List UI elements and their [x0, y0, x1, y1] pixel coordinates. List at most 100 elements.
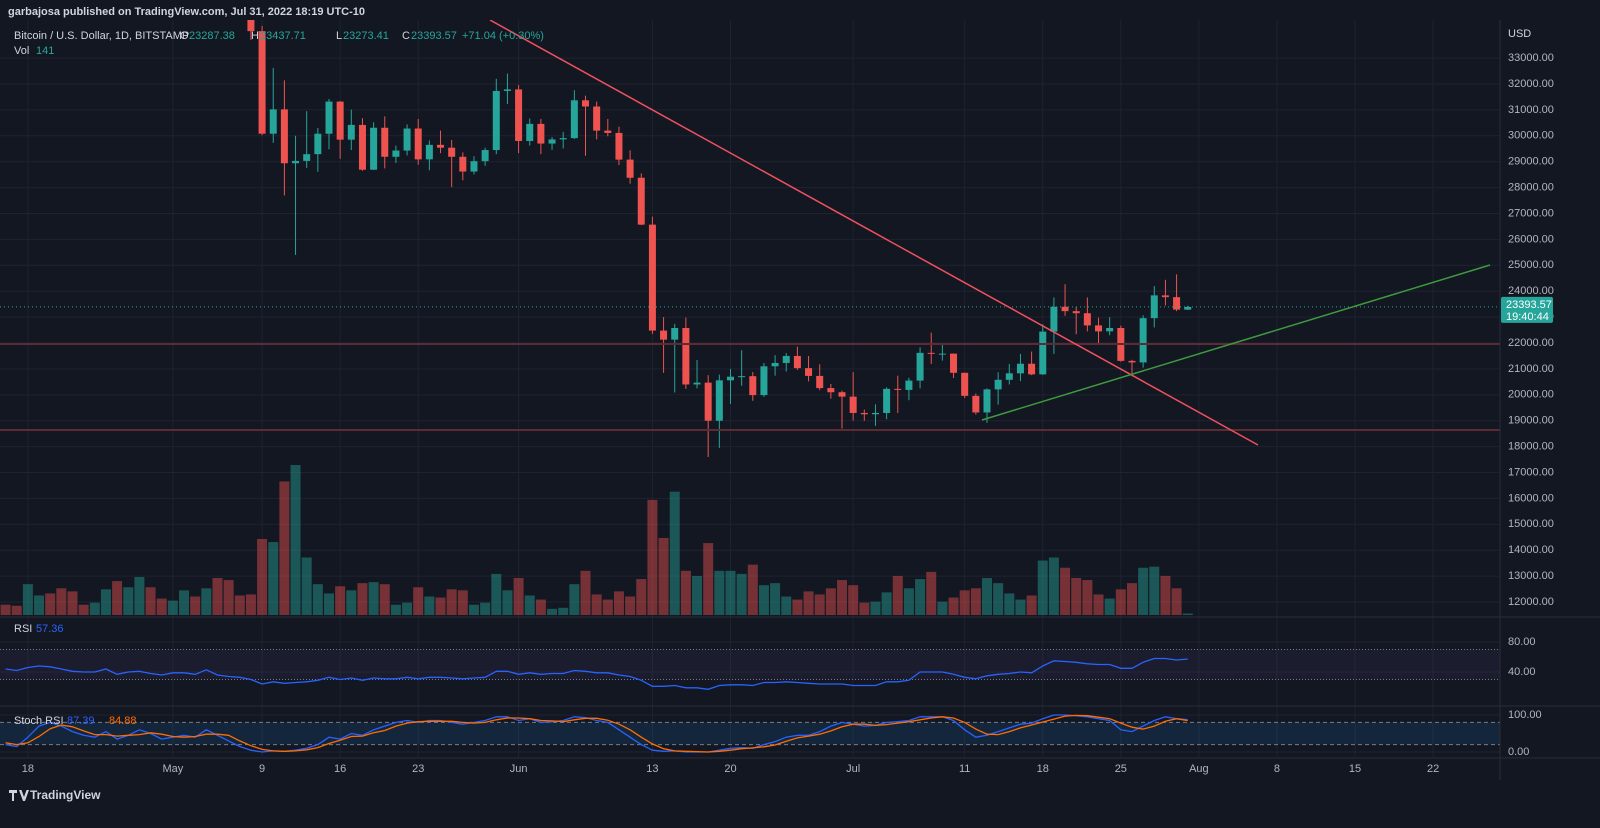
price-label: 23393.57: [1506, 299, 1552, 311]
candle-body: [325, 101, 333, 134]
volume-bar: [312, 584, 323, 615]
candle-body: [726, 376, 734, 381]
volume-bar: [22, 584, 33, 615]
volume-bar: [67, 591, 78, 615]
volume-bar: [848, 585, 859, 615]
volume-bar: [781, 596, 792, 615]
y-tick-label: 25000.00: [1508, 259, 1554, 271]
volume-bar: [1104, 598, 1115, 615]
candle-body: [950, 353, 958, 373]
change: +71.04 (+0.30%): [462, 30, 544, 42]
volume-bar: [792, 599, 803, 615]
high-value: 23437.71: [260, 30, 306, 42]
brand: TradingView: [30, 788, 101, 802]
volume-bar: [669, 491, 680, 615]
candle-body: [403, 128, 411, 151]
candle-body: [381, 127, 389, 157]
footer: [0, 782, 1600, 828]
volume-bar: [970, 588, 981, 615]
candle-body: [938, 353, 946, 355]
candle-body: [905, 380, 913, 390]
candle-body: [280, 109, 288, 164]
volume-bar: [1160, 575, 1171, 615]
candle-body: [1061, 306, 1069, 312]
candle-body: [559, 138, 567, 140]
x-tick-label: 16: [334, 763, 346, 775]
candle-body: [414, 128, 422, 160]
volume-bar: [368, 582, 379, 615]
volume-bar: [680, 570, 691, 615]
candle-body: [860, 412, 868, 415]
candle-body: [994, 379, 1002, 390]
ohlc-label: L: [336, 30, 342, 42]
candle-body: [793, 355, 801, 369]
volume-bar: [814, 594, 825, 615]
y-tick-label: 16000.00: [1508, 492, 1554, 504]
candle-body: [715, 380, 723, 421]
candle-body: [537, 123, 545, 144]
volume-bar: [1015, 599, 1026, 615]
candle-body: [1039, 331, 1047, 375]
volume-bar: [45, 593, 56, 615]
candle-body: [470, 161, 478, 172]
ohlc-label: C: [402, 30, 410, 42]
volume-label: Vol: [14, 45, 29, 57]
candle-body: [894, 388, 902, 390]
y-tick-label: 17000.00: [1508, 466, 1554, 478]
volume-bar: [837, 580, 848, 615]
volume-bar: [156, 598, 167, 615]
volume-bar: [323, 593, 334, 615]
volume-bar: [379, 584, 390, 615]
volume-bar: [1048, 557, 1059, 615]
candle-body: [749, 376, 757, 396]
volume-bar: [870, 601, 881, 615]
volume-bar: [948, 597, 959, 615]
volume-bar: [1138, 567, 1149, 615]
close-value: 23393.57: [411, 30, 457, 42]
candle-body: [526, 123, 534, 141]
ohlc-label: O: [180, 30, 189, 42]
volume-bar: [636, 579, 647, 615]
candle-body: [972, 395, 980, 413]
x-tick-label: Jun: [510, 763, 528, 775]
volume-bar: [89, 602, 100, 615]
volume-bar: [301, 557, 312, 615]
volume-bar: [11, 605, 22, 615]
volume-bar: [1071, 578, 1082, 615]
volume-bar: [457, 590, 468, 615]
volume-bar: [390, 604, 401, 615]
currency: USD: [1508, 28, 1531, 40]
volume-bar: [212, 578, 223, 615]
drawings: [0, 20, 1500, 446]
y-tick-label: 20000.00: [1508, 389, 1554, 401]
candle-body: [704, 382, 712, 421]
y-tick-label: 22000.00: [1508, 337, 1554, 349]
volume-bar: [1004, 593, 1015, 615]
candle-body: [838, 392, 846, 397]
candle-body: [916, 352, 924, 381]
candle-body: [637, 177, 645, 225]
volume-bar: [1026, 595, 1037, 615]
volume-bar: [134, 576, 145, 615]
volume-bar: [524, 595, 535, 615]
volume-bar: [1126, 583, 1137, 615]
x-tick-label: 9: [259, 763, 265, 775]
volume-bar: [123, 587, 134, 615]
price-label-box: [1501, 296, 1553, 323]
candle-body: [648, 224, 656, 331]
volume-bar: [892, 575, 903, 615]
rsi-value: 57.36: [36, 623, 64, 635]
volume-bar: [1037, 560, 1048, 615]
volume-bar: [223, 580, 234, 615]
candle-body: [503, 89, 511, 91]
y-tick-label: 26000.00: [1508, 233, 1554, 245]
y-tick-label: 28000.00: [1508, 182, 1554, 194]
candle-body: [314, 133, 322, 155]
y-tick-label: 32000.00: [1508, 78, 1554, 90]
volume-bar: [446, 589, 457, 615]
candle-body: [760, 366, 768, 396]
volume-bar: [758, 585, 769, 615]
candle-body: [425, 144, 433, 160]
candle-body: [1072, 311, 1080, 314]
